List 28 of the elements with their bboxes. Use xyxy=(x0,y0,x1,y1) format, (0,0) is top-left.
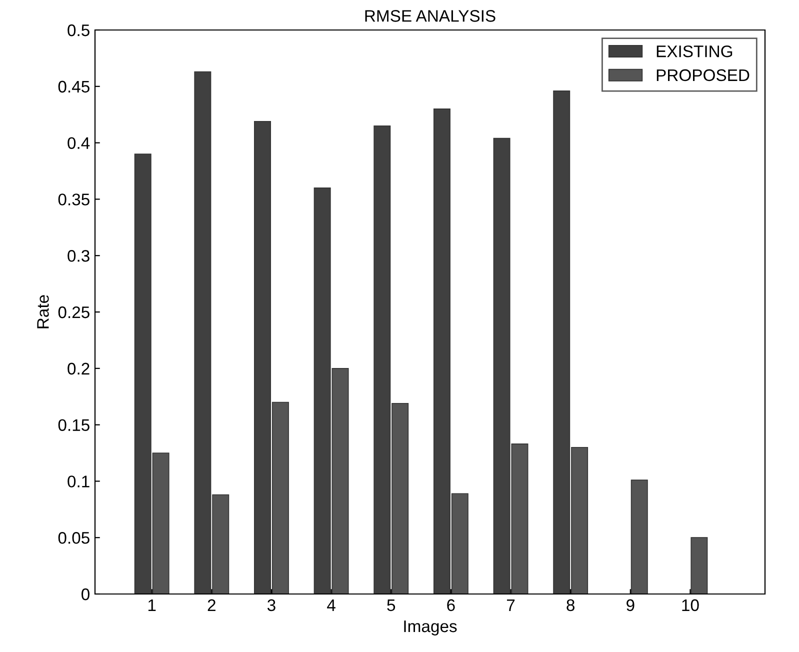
y-tick-label: 0.2 xyxy=(68,362,90,375)
y-tick-label: 0.45 xyxy=(58,80,90,93)
x-tick-label: 4 xyxy=(327,599,336,611)
x-tick-label: 7 xyxy=(506,599,515,611)
x-tick-label: 6 xyxy=(447,599,455,612)
x-tick-label: 2 xyxy=(208,599,216,611)
bar xyxy=(690,537,708,594)
legend-label: EXISTING xyxy=(656,45,732,58)
x-tick-label: 3 xyxy=(267,599,276,612)
y-tick-label: 0.25 xyxy=(58,306,90,318)
y-axis-title: Rate xyxy=(37,295,49,328)
bar xyxy=(630,480,648,594)
x-tick-label: 1 xyxy=(148,599,156,611)
y-tick-label: 0.4 xyxy=(68,137,90,150)
x-tick-label: 8 xyxy=(566,599,574,612)
x-axis-title: Images xyxy=(404,620,457,636)
y-tick-label: 0 xyxy=(82,588,90,600)
chart-title: RMSE ANALYSIS xyxy=(365,10,496,22)
x-tick-label: 5 xyxy=(387,599,396,612)
y-tick-label: 0.5 xyxy=(68,24,90,36)
y-tick-label: 0.15 xyxy=(58,419,90,432)
x-tick-label: 10 xyxy=(682,599,699,612)
y-tick-label: 0.35 xyxy=(58,194,90,206)
y-tick-label: 0.3 xyxy=(68,250,90,262)
y-tick-label: 0.1 xyxy=(68,476,90,488)
x-tick-label: 9 xyxy=(626,599,634,612)
legend-label: PROPOSED xyxy=(656,69,750,82)
y-tick-label: 0.05 xyxy=(58,532,90,544)
